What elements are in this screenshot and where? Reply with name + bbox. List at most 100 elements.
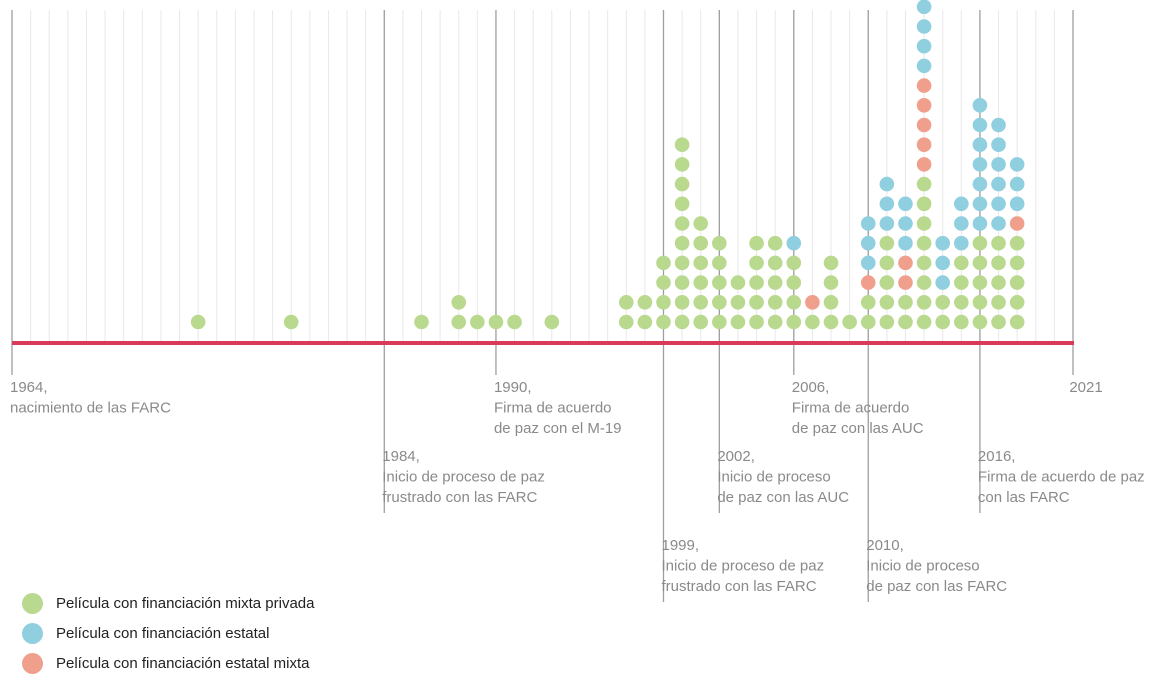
legend-swatch-mixta-privada: [22, 592, 43, 614]
film-dot-2017-1: [991, 314, 1006, 330]
film-dot-1999-3: [656, 275, 671, 290]
film-dot-1999-4: [656, 255, 671, 271]
film-dot-2016-3: [972, 275, 988, 290]
film-dot-2006-5: [786, 235, 802, 251]
film-dot-2000-1: [674, 314, 690, 330]
film-dot-2013-9: [916, 157, 932, 172]
film-dot-2016-8: [972, 176, 988, 192]
film-dot-2004-5: [749, 235, 764, 251]
film-dot-2012-2: [898, 295, 913, 310]
film-dot-2000-8: [674, 176, 690, 192]
film-dot-2004-3: [749, 275, 764, 290]
event-description-2006-line-2: de paz con las AUC: [792, 420, 924, 437]
film-dot-2013-2: [916, 295, 932, 310]
film-dot-1989-1: [470, 314, 485, 330]
film-dot-2013-4: [916, 255, 932, 271]
film-dot-1999-2: [656, 295, 671, 310]
film-dot-2011-6: [879, 216, 895, 231]
film-dot-2018-1: [1009, 314, 1025, 330]
film-dot-2006-2: [786, 295, 802, 310]
event-description-2010-line-1: Inicio de proceso: [866, 558, 979, 575]
film-dot-2001-1: [693, 314, 709, 330]
film-dot-2015-3: [954, 275, 969, 290]
film-dot-2018-5: [1009, 235, 1025, 251]
film-dot-2015-7: [954, 196, 969, 212]
film-dots: [190, 0, 1025, 330]
film-dot-2013-17: [916, 0, 932, 15]
film-dot-2013-7: [916, 196, 932, 212]
event-description-1964-line-1: nacimiento de las FARC: [10, 400, 171, 417]
film-dot-2015-5: [954, 235, 969, 251]
film-dot-2017-10: [991, 137, 1006, 152]
legend-item-mixta-privada: Película con financiación mixta privada: [22, 591, 314, 615]
event-year-label-2021: 2021: [1069, 379, 1102, 396]
film-dot-2006-1: [786, 314, 802, 330]
film-dot-2017-11: [991, 117, 1006, 133]
legend-swatch-estatal: [22, 622, 43, 644]
film-dot-2012-4: [898, 255, 913, 271]
film-dot-2010-2: [860, 295, 876, 310]
event-description-1999-line-1: Inicio de proceso de paz: [661, 558, 824, 575]
film-dot-2003-3: [730, 275, 746, 290]
film-dot-2016-1: [972, 314, 988, 330]
film-dot-2000-10: [674, 137, 690, 152]
film-dot-2010-3: [860, 275, 876, 290]
film-dot-1991-1: [507, 314, 522, 330]
film-dot-1990-1: [488, 314, 504, 330]
film-dot-2011-1: [879, 314, 895, 330]
event-description-1999-line-2: frustrado con las FARC: [661, 578, 816, 595]
event-year-label-1984: 1984,: [382, 448, 420, 465]
legend-swatch-estatal-mixta: [22, 652, 43, 674]
film-dot-2005-1: [767, 314, 783, 330]
film-dot-2016-11: [972, 117, 988, 133]
film-dot-2003-1: [730, 314, 746, 330]
film-dot-2012-1: [898, 314, 913, 330]
legend: Película con financiación mixta privada …: [22, 591, 314, 681]
film-dot-2005-4: [767, 255, 783, 271]
film-dot-2005-3: [767, 275, 783, 290]
event-description-2006-line-1: Firma de acuerdo: [792, 400, 910, 417]
film-dot-2006-4: [786, 255, 802, 271]
film-dot-2000-4: [674, 255, 690, 271]
film-dot-1988-1: [451, 314, 467, 330]
film-dot-2010-6: [860, 216, 876, 231]
film-dot-2017-7: [991, 196, 1006, 212]
film-dot-2011-8: [879, 176, 895, 192]
film-dot-2005-2: [767, 295, 783, 310]
film-dot-2004-1: [749, 314, 764, 330]
film-dot-2002-2: [712, 295, 727, 310]
film-dot-2018-8: [1009, 176, 1025, 192]
film-dot-2016-7: [972, 196, 988, 212]
film-dot-2018-9: [1009, 157, 1025, 172]
film-dot-2004-2: [749, 295, 764, 310]
event-description-2002-line-2: de paz con las AUC: [717, 489, 849, 506]
event-description-2002-line-1: Inicio de proceso: [717, 469, 830, 486]
film-dot-2014-2: [935, 295, 951, 310]
film-dot-2002-4: [712, 255, 727, 271]
film-dot-2008-1: [823, 314, 839, 330]
event-description-2016-line-1: Firma de acuerdo de paz: [978, 469, 1145, 486]
film-dot-2018-7: [1009, 196, 1025, 212]
film-dot-2001-5: [693, 235, 709, 251]
event-year-label-2016: 2016,: [978, 448, 1016, 465]
film-dot-2018-6: [1009, 216, 1025, 231]
event-lines: [11, 10, 1074, 602]
film-dot-2011-4: [879, 255, 895, 271]
film-dot-2016-12: [972, 98, 988, 113]
film-dot-2002-3: [712, 275, 727, 290]
film-dot-1997-2: [618, 295, 634, 310]
film-dot-2017-2: [991, 295, 1006, 310]
film-dot-2016-5: [972, 235, 988, 251]
film-dot-2000-5: [674, 235, 690, 251]
event-year-label-2010: 2010,: [866, 537, 904, 554]
film-dot-2010-4: [860, 255, 876, 271]
film-dot-2002-1: [712, 314, 727, 330]
film-dot-2008-3: [823, 275, 839, 290]
legend-item-estatal: Película con financiación estatal: [22, 621, 314, 645]
film-dot-2013-10: [916, 137, 932, 152]
film-dot-2016-4: [972, 255, 988, 271]
film-dot-2018-3: [1009, 275, 1025, 290]
film-dot-2016-6: [972, 216, 988, 231]
film-dot-2006-3: [786, 275, 802, 290]
